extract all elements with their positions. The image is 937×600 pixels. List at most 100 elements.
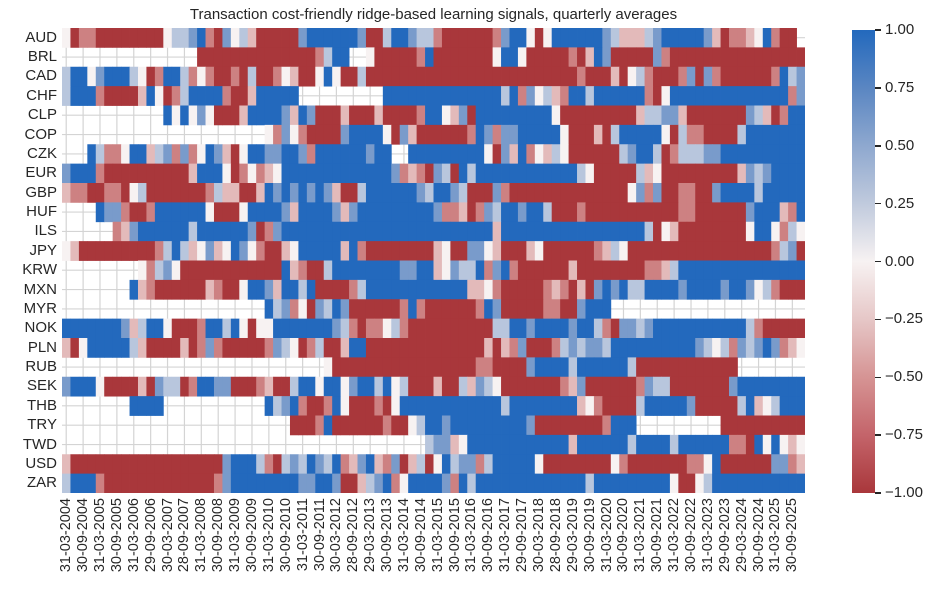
heatmap-cell: [256, 260, 266, 281]
heatmap-cell: [509, 454, 519, 475]
heatmap-cell: [678, 163, 688, 184]
heatmap-cell: [273, 299, 282, 320]
heatmap-cell: [222, 183, 232, 203]
colorbar-tick-label: 0.50: [885, 136, 915, 154]
heatmap-cell: [619, 86, 629, 106]
heatmap-cell: [619, 241, 629, 261]
heatmap-cell: [180, 454, 190, 475]
heatmap-cell: [475, 221, 485, 242]
heatmap-cell: [425, 47, 434, 68]
heatmap-cell: [526, 202, 536, 223]
heatmap-cell: [695, 338, 705, 358]
heatmap-cell: [70, 473, 80, 493]
heatmap-cell: [450, 318, 460, 339]
heatmap-cell: [501, 28, 510, 48]
heatmap-cell: [425, 454, 434, 475]
heatmap-cell: [509, 221, 519, 242]
heatmap-cell: [323, 124, 333, 145]
heatmap-cell: [577, 86, 586, 106]
heatmap-cell: [425, 183, 434, 203]
heatmap-cell: [289, 47, 299, 68]
heatmap-cell: [484, 124, 493, 145]
heatmap-cell: [112, 86, 122, 106]
heatmap-cell: [121, 86, 130, 106]
heatmap-cell: [745, 47, 755, 68]
heatmap-cell: [298, 318, 308, 339]
heatmap-cell: [492, 434, 502, 455]
heatmap-cell: [560, 318, 569, 339]
heatmap-cell: [408, 105, 418, 126]
heatmap-cell: [796, 183, 805, 203]
heatmap-cell: [357, 202, 367, 223]
heatmap-cell: [517, 396, 527, 416]
heatmap-cell: [298, 241, 308, 261]
heatmap-cell: [602, 144, 612, 165]
heatmap-cell: [382, 279, 392, 300]
heatmap-cell: [425, 86, 434, 106]
heatmap-cell: [644, 202, 654, 223]
heatmap-cell: [197, 260, 206, 281]
y-tick-label: SEK: [26, 377, 57, 395]
heatmap-cell: [365, 202, 375, 223]
heatmap-cell: [484, 434, 493, 455]
heatmap-cell: [636, 66, 645, 87]
heatmap-cell: [433, 28, 443, 48]
heatmap-cell: [298, 260, 308, 281]
heatmap-cell: [129, 454, 139, 475]
heatmap-cell: [644, 357, 654, 378]
heatmap-cell: [340, 454, 350, 475]
heatmap-cell: [636, 279, 645, 300]
heatmap-cell: [458, 415, 468, 436]
heatmap-cell: [560, 144, 569, 165]
heatmap-cell: [653, 202, 662, 223]
heatmap-cell: [627, 144, 637, 165]
heatmap-cell: [669, 260, 679, 281]
heatmap-cell: [771, 28, 781, 48]
heatmap-cell: [247, 105, 257, 126]
heatmap-cell: [129, 279, 139, 300]
heatmap-cell: [526, 473, 536, 493]
heatmap-cell: [560, 338, 569, 358]
x-tick-label: 30-09-2022: [683, 498, 700, 573]
heatmap-cell: [695, 357, 705, 378]
heatmap-cell: [180, 144, 190, 165]
heatmap-cell: [703, 434, 713, 455]
heatmap-cell: [137, 66, 147, 87]
heatmap-cell: [729, 415, 738, 436]
heatmap-cell: [408, 396, 418, 416]
heatmap-cell: [197, 454, 206, 475]
heatmap-cell: [484, 163, 493, 184]
heatmap-cell: [163, 279, 173, 300]
heatmap-cell: [636, 105, 645, 126]
heatmap-cell: [146, 86, 156, 106]
heatmap-cell: [230, 318, 240, 339]
heatmap-cell: [416, 202, 426, 223]
x-tick-label: 31-03-2006: [125, 498, 142, 573]
heatmap-cell: [779, 163, 789, 184]
heatmap-cell: [669, 221, 679, 242]
heatmap-cell: [365, 473, 375, 493]
heatmap-cell: [585, 221, 595, 242]
heatmap-cell: [501, 86, 510, 106]
heatmap-cell: [661, 47, 671, 68]
y-tick-label: EUR: [25, 164, 57, 182]
heatmap-cell: [577, 260, 586, 281]
heatmap-cell: [627, 260, 637, 281]
heatmap-cell: [213, 260, 223, 281]
heatmap-cell: [433, 279, 443, 300]
heatmap-cell: [315, 415, 325, 436]
heatmap-cell: [281, 124, 291, 145]
heatmap-cell: [104, 241, 114, 261]
heatmap-cell: [230, 28, 240, 48]
heatmap-cell: [273, 376, 282, 397]
heatmap-cell: [188, 105, 198, 126]
heatmap-cell: [87, 241, 97, 261]
heatmap-cell: [695, 454, 705, 475]
heatmap-cell: [374, 47, 384, 68]
heatmap-cell: [408, 318, 418, 339]
heatmap-cell: [619, 260, 629, 281]
heatmap-cell: [298, 105, 308, 126]
heatmap-cell: [686, 241, 696, 261]
heatmap-cell: [636, 202, 645, 223]
heatmap-cell: [416, 163, 426, 184]
